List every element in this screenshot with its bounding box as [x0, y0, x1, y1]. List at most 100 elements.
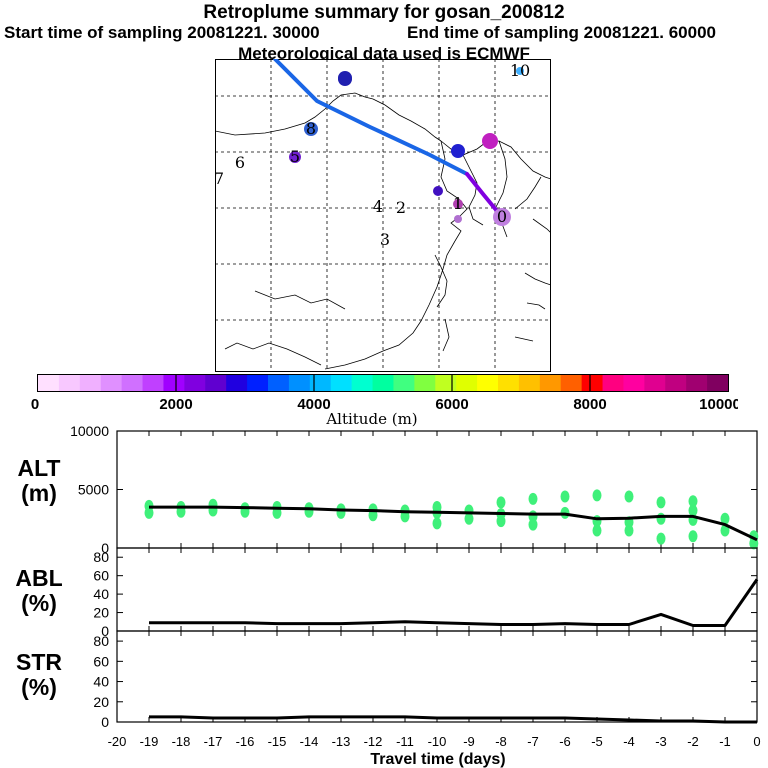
- alt-point: [528, 518, 538, 531]
- colorbar-cell: [581, 375, 604, 391]
- altitude-colorbar: 0 2000 4000 6000 8000 10000 Altitude (m): [31, 374, 738, 428]
- colorbar-tick-label: 2000: [159, 396, 192, 413]
- y-tick-label: 60: [93, 653, 109, 669]
- x-tick-label: -6: [559, 734, 571, 749]
- x-tick-label: 0: [753, 734, 760, 749]
- colorbar-tick-label: 6000: [435, 396, 468, 413]
- cluster-marker: 5: [289, 147, 301, 166]
- colorbar-cell: [372, 375, 394, 391]
- cluster-dot: [516, 67, 524, 75]
- plume-dot: [482, 133, 498, 149]
- colorbar-tick-label: 0: [31, 396, 39, 413]
- series-line: [149, 578, 759, 627]
- colorbar-cell: [205, 375, 227, 391]
- start-time-label: Start time of sampling 20081221. 30000: [4, 23, 320, 42]
- y-tick-label: 20: [93, 605, 109, 621]
- abl-label-unit: (%): [21, 590, 57, 616]
- colorbar-cell: [351, 375, 374, 391]
- x-tick-label: -17: [204, 734, 223, 749]
- abl-panel-label: ABL (%): [4, 566, 74, 616]
- alt-point: [560, 490, 570, 503]
- y-tick-label: 80: [93, 633, 109, 649]
- alt-point: [496, 496, 506, 509]
- chart-title: Retroplume summary for gosan_200812: [203, 2, 565, 23]
- alt-point: [592, 489, 602, 502]
- x-tick-label: -14: [300, 734, 319, 749]
- alt-point: [464, 512, 474, 525]
- cluster-dot: [453, 199, 463, 209]
- x-tick-label: -8: [495, 734, 507, 749]
- plume-dot: [433, 186, 443, 196]
- alt-point: [368, 509, 378, 522]
- x-tick-label: -7: [527, 734, 539, 749]
- cluster-dot: [289, 151, 301, 163]
- panel-frame: [116, 630, 758, 723]
- plume-dot: [451, 144, 465, 158]
- x-tick-label: -9: [463, 734, 475, 749]
- x-tick-label: -13: [332, 734, 351, 749]
- colorbar-cell: [665, 375, 687, 391]
- colorbar-cell: [686, 375, 708, 391]
- cluster-label: 3: [380, 230, 390, 249]
- met-data-label: Meteorological data used is ECMWF: [238, 44, 530, 63]
- colorbar-cell: [79, 375, 102, 391]
- cluster-marker: 4: [373, 197, 383, 216]
- panel-frame: [116, 430, 758, 549]
- cluster-label: 4: [373, 197, 383, 216]
- alt-panel-label: ALT (m): [4, 456, 74, 506]
- cluster-dot: [304, 122, 318, 136]
- str-label-top: STR: [16, 649, 62, 675]
- colorbar-cell: [435, 375, 457, 391]
- coastlines: [215, 92, 551, 370]
- alt-point: [272, 506, 282, 519]
- cluster-marker: 10: [510, 61, 530, 80]
- x-tick-label: -2: [687, 734, 699, 749]
- y-tick-label: 40: [93, 674, 109, 690]
- colorbar-cell: [644, 375, 666, 391]
- cluster-label: 0: [497, 207, 507, 226]
- colorbar-frame: [37, 374, 729, 392]
- colorbar-tick-label: 8000: [573, 396, 606, 413]
- colorbar-cell: [330, 375, 353, 391]
- x-tick-label: -19: [140, 734, 159, 749]
- cluster-marker: 7: [215, 169, 224, 188]
- abl-panel: 0 20 40 60 80: [93, 547, 759, 639]
- alt-point: [720, 512, 730, 525]
- colorbar-cell: [288, 375, 311, 391]
- cluster-marker: 0: [493, 207, 511, 226]
- colorbar-cell: [184, 375, 206, 391]
- x-tick-label: -12: [364, 734, 383, 749]
- trajectory-path: [273, 59, 499, 213]
- series-line: [149, 505, 758, 542]
- colorbar-cell: [38, 375, 60, 391]
- end-time-label: End time of sampling 20081221. 60000: [407, 23, 716, 42]
- cluster-label: 5: [290, 147, 300, 166]
- colorbar-cell: [247, 375, 269, 391]
- cluster-label: 7: [215, 169, 224, 188]
- colorbar-cell: [309, 375, 332, 391]
- alt-point: [496, 515, 506, 528]
- cluster-label: 6: [235, 153, 245, 172]
- alt-point: [656, 512, 666, 525]
- cluster-marker: 6: [235, 153, 245, 172]
- y-tick-label: 10000: [70, 423, 109, 439]
- cluster-dot: [493, 208, 511, 226]
- alt-point: [400, 510, 410, 523]
- alt-point: [528, 492, 538, 505]
- panel-frame: [116, 547, 758, 632]
- cluster-marker: 2: [396, 198, 406, 217]
- alt-point: [624, 524, 634, 537]
- alt-point: [176, 505, 186, 518]
- y-tick-label: 0: [101, 540, 109, 556]
- y-tick-label: 5000: [78, 482, 109, 498]
- colorbar-tick-label: 10000: [699, 396, 738, 413]
- cluster-marker: 3: [380, 230, 390, 249]
- alt-point: [688, 495, 698, 508]
- trajectory-old-segment: [273, 59, 469, 176]
- x-tick-label: -5: [591, 734, 603, 749]
- alt-point: [688, 530, 698, 543]
- y-tick-label: 20: [93, 694, 109, 710]
- alt-label-top: ALT: [17, 455, 61, 481]
